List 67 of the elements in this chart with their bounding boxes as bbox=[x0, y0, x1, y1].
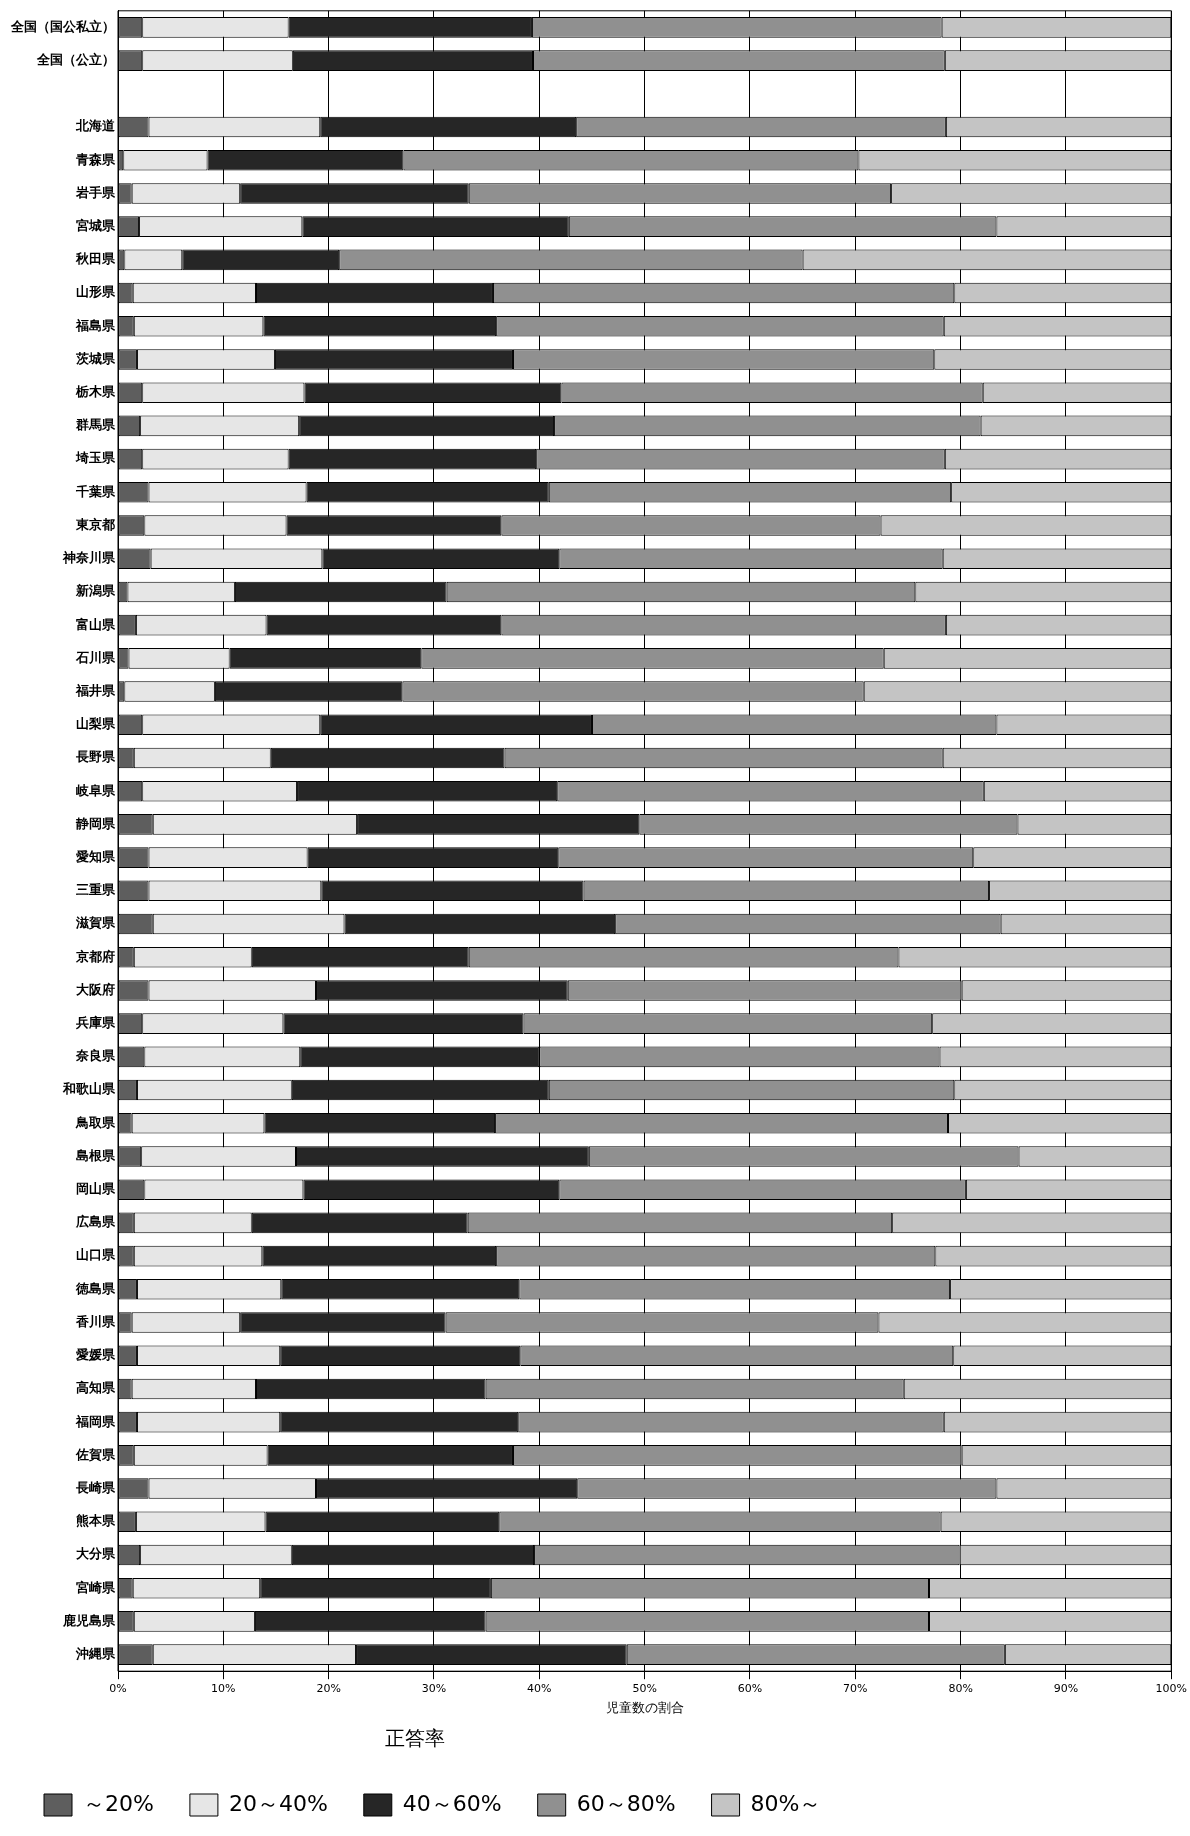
y-tick-label: 三重県 bbox=[76, 882, 116, 898]
y-tick-label: 岐阜県 bbox=[76, 782, 116, 798]
y-tick-label: 茨城県 bbox=[75, 350, 116, 366]
y-tick-label: 鹿児島県 bbox=[62, 1612, 116, 1628]
y-tick-label: 愛知県 bbox=[76, 848, 116, 864]
y-tick-label: 北海道 bbox=[75, 118, 116, 134]
y-tick-label: 神奈川県 bbox=[62, 550, 116, 566]
y-tick-label: 長野県 bbox=[75, 749, 116, 765]
legend-label: 80%～ bbox=[750, 1790, 822, 1816]
x-tick-label: 30% bbox=[421, 1681, 447, 1695]
y-tick-label: 徳島県 bbox=[75, 1280, 116, 1296]
y-tick-label: 宮城県 bbox=[76, 218, 116, 234]
y-tick-label: 宮崎県 bbox=[76, 1579, 116, 1595]
y-tick-label: 山口県 bbox=[76, 1247, 116, 1263]
y-tick-label: 兵庫県 bbox=[75, 1015, 116, 1031]
y-tick-label: 山梨県 bbox=[76, 716, 116, 732]
y-tick-label: 大分県 bbox=[76, 1546, 116, 1562]
y-tick-label: 千葉県 bbox=[75, 483, 116, 499]
y-tick-label: 岡山県 bbox=[76, 1181, 116, 1197]
y-tick-label: 愛媛県 bbox=[76, 1347, 116, 1363]
y-tick-label: 全国（国公私立） bbox=[10, 18, 115, 34]
y-tick-label: 山形県 bbox=[76, 284, 116, 300]
y-tick-label: 奈良県 bbox=[75, 1048, 116, 1064]
y-tick-label: 熊本県 bbox=[76, 1513, 116, 1529]
y-tick-label: 群馬県 bbox=[75, 417, 116, 433]
y-tick-label: 福岡県 bbox=[75, 1413, 116, 1429]
x-axis-title: 児童数の割合 bbox=[605, 1699, 684, 1715]
y-tick-label: 沖縄県 bbox=[75, 1645, 116, 1661]
x-tick-label: 80% bbox=[948, 1681, 973, 1695]
y-tick-label: 高知県 bbox=[76, 1380, 116, 1396]
y-tick-label: 埼玉県 bbox=[75, 450, 116, 466]
y-tick-label: 栃木県 bbox=[75, 384, 116, 400]
y-tick-label: 東京都 bbox=[75, 516, 115, 532]
y-tick-label: 新潟県 bbox=[75, 583, 116, 599]
legend-title: 正答率 bbox=[384, 1726, 445, 1751]
y-tick-label: 大阪府 bbox=[76, 981, 115, 997]
x-tick-label: 90% bbox=[1053, 1681, 1079, 1695]
y-tick-label: 京都府 bbox=[75, 948, 115, 964]
legend-label: ～20% bbox=[83, 1790, 154, 1816]
x-tick-label: 20% bbox=[316, 1681, 341, 1695]
y-tick-label: 石川県 bbox=[75, 649, 116, 665]
y-tick-label: 香川県 bbox=[75, 1313, 116, 1329]
y-tick-label: 島根県 bbox=[76, 1147, 116, 1163]
x-tick-label: 60% bbox=[737, 1681, 763, 1695]
x-tick-label: 0% bbox=[109, 1681, 127, 1695]
y-tick-label: 富山県 bbox=[76, 616, 116, 632]
y-tick-label: 静岡県 bbox=[75, 815, 116, 831]
y-tick-label: 鳥取県 bbox=[75, 1114, 116, 1130]
y-tick-label: 滋賀県 bbox=[75, 915, 116, 931]
legend-label: 40～60% bbox=[402, 1790, 502, 1816]
y-tick-label: 青森県 bbox=[75, 151, 116, 167]
x-tick-label: 10% bbox=[211, 1681, 236, 1695]
y-tick-label: 福井県 bbox=[75, 682, 116, 698]
y-tick-label: 佐賀県 bbox=[75, 1446, 116, 1462]
x-tick-label: 100% bbox=[1155, 1681, 1187, 1695]
legend-label: 20～40% bbox=[228, 1790, 328, 1816]
y-tick-label: 全国（公立） bbox=[36, 51, 115, 67]
y-tick-label: 長崎県 bbox=[75, 1479, 116, 1495]
y-tick-label: 秋田県 bbox=[75, 251, 116, 267]
x-tick-label: 50% bbox=[632, 1681, 657, 1695]
legend-label: 60～80% bbox=[576, 1790, 676, 1816]
y-tick-label: 広島県 bbox=[75, 1214, 116, 1230]
x-tick-label: 40% bbox=[527, 1681, 552, 1695]
y-tick-label: 福島県 bbox=[75, 317, 116, 333]
y-tick-label: 岩手県 bbox=[75, 184, 116, 200]
x-tick-label: 70% bbox=[843, 1681, 868, 1695]
y-tick-label: 和歌山県 bbox=[62, 1081, 116, 1097]
